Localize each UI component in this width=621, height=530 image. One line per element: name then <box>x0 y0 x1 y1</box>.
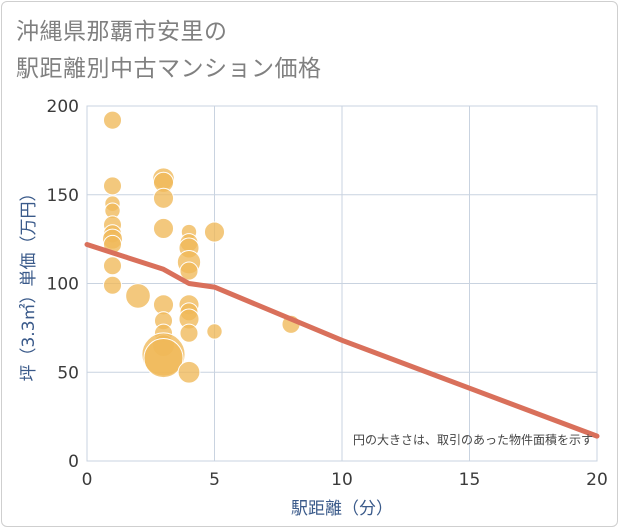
y-tick-label: 100 <box>47 275 79 295</box>
x-tick-label: 10 <box>331 470 353 490</box>
data-point <box>203 221 226 243</box>
y-tick-label: 50 <box>57 363 79 383</box>
data-point <box>206 323 223 340</box>
size-note: 円の大きさは、取引のあった物件面積を示す <box>353 432 593 447</box>
x-tick-label: 5 <box>209 470 220 490</box>
data-point <box>102 176 123 196</box>
data-point <box>143 337 184 379</box>
data-point <box>125 283 151 309</box>
data-point <box>179 261 199 281</box>
y-tick-label: 0 <box>68 452 79 472</box>
trend-line <box>84 242 600 439</box>
chart-title: 沖縄県那覇市安里の 駅距離別中古マンション価格 <box>16 14 436 88</box>
data-point <box>152 217 175 240</box>
data-point <box>177 360 201 384</box>
y-tick-label: 200 <box>47 97 79 117</box>
y-tick-label: 150 <box>47 186 79 206</box>
data-point <box>102 256 123 276</box>
data-point <box>152 187 175 209</box>
data-points <box>101 110 301 384</box>
data-point <box>102 275 123 295</box>
chart-title-line2: 駅距離別中古マンション価格 <box>16 56 322 82</box>
y-axis-label: 坪（3.3㎡）単価（万円） <box>19 184 39 381</box>
data-point <box>102 110 123 130</box>
grid-lines <box>86 105 598 462</box>
x-tick-label: 20 <box>586 470 608 490</box>
chart-title-line1: 沖縄県那覇市安里の <box>16 19 228 45</box>
trend-line-group <box>84 242 600 439</box>
data-point <box>179 323 199 343</box>
x-tick-label: 15 <box>459 470 481 490</box>
x-axis-label: 駅距離（分） <box>291 499 393 519</box>
x-tick-label: 0 <box>82 470 93 490</box>
